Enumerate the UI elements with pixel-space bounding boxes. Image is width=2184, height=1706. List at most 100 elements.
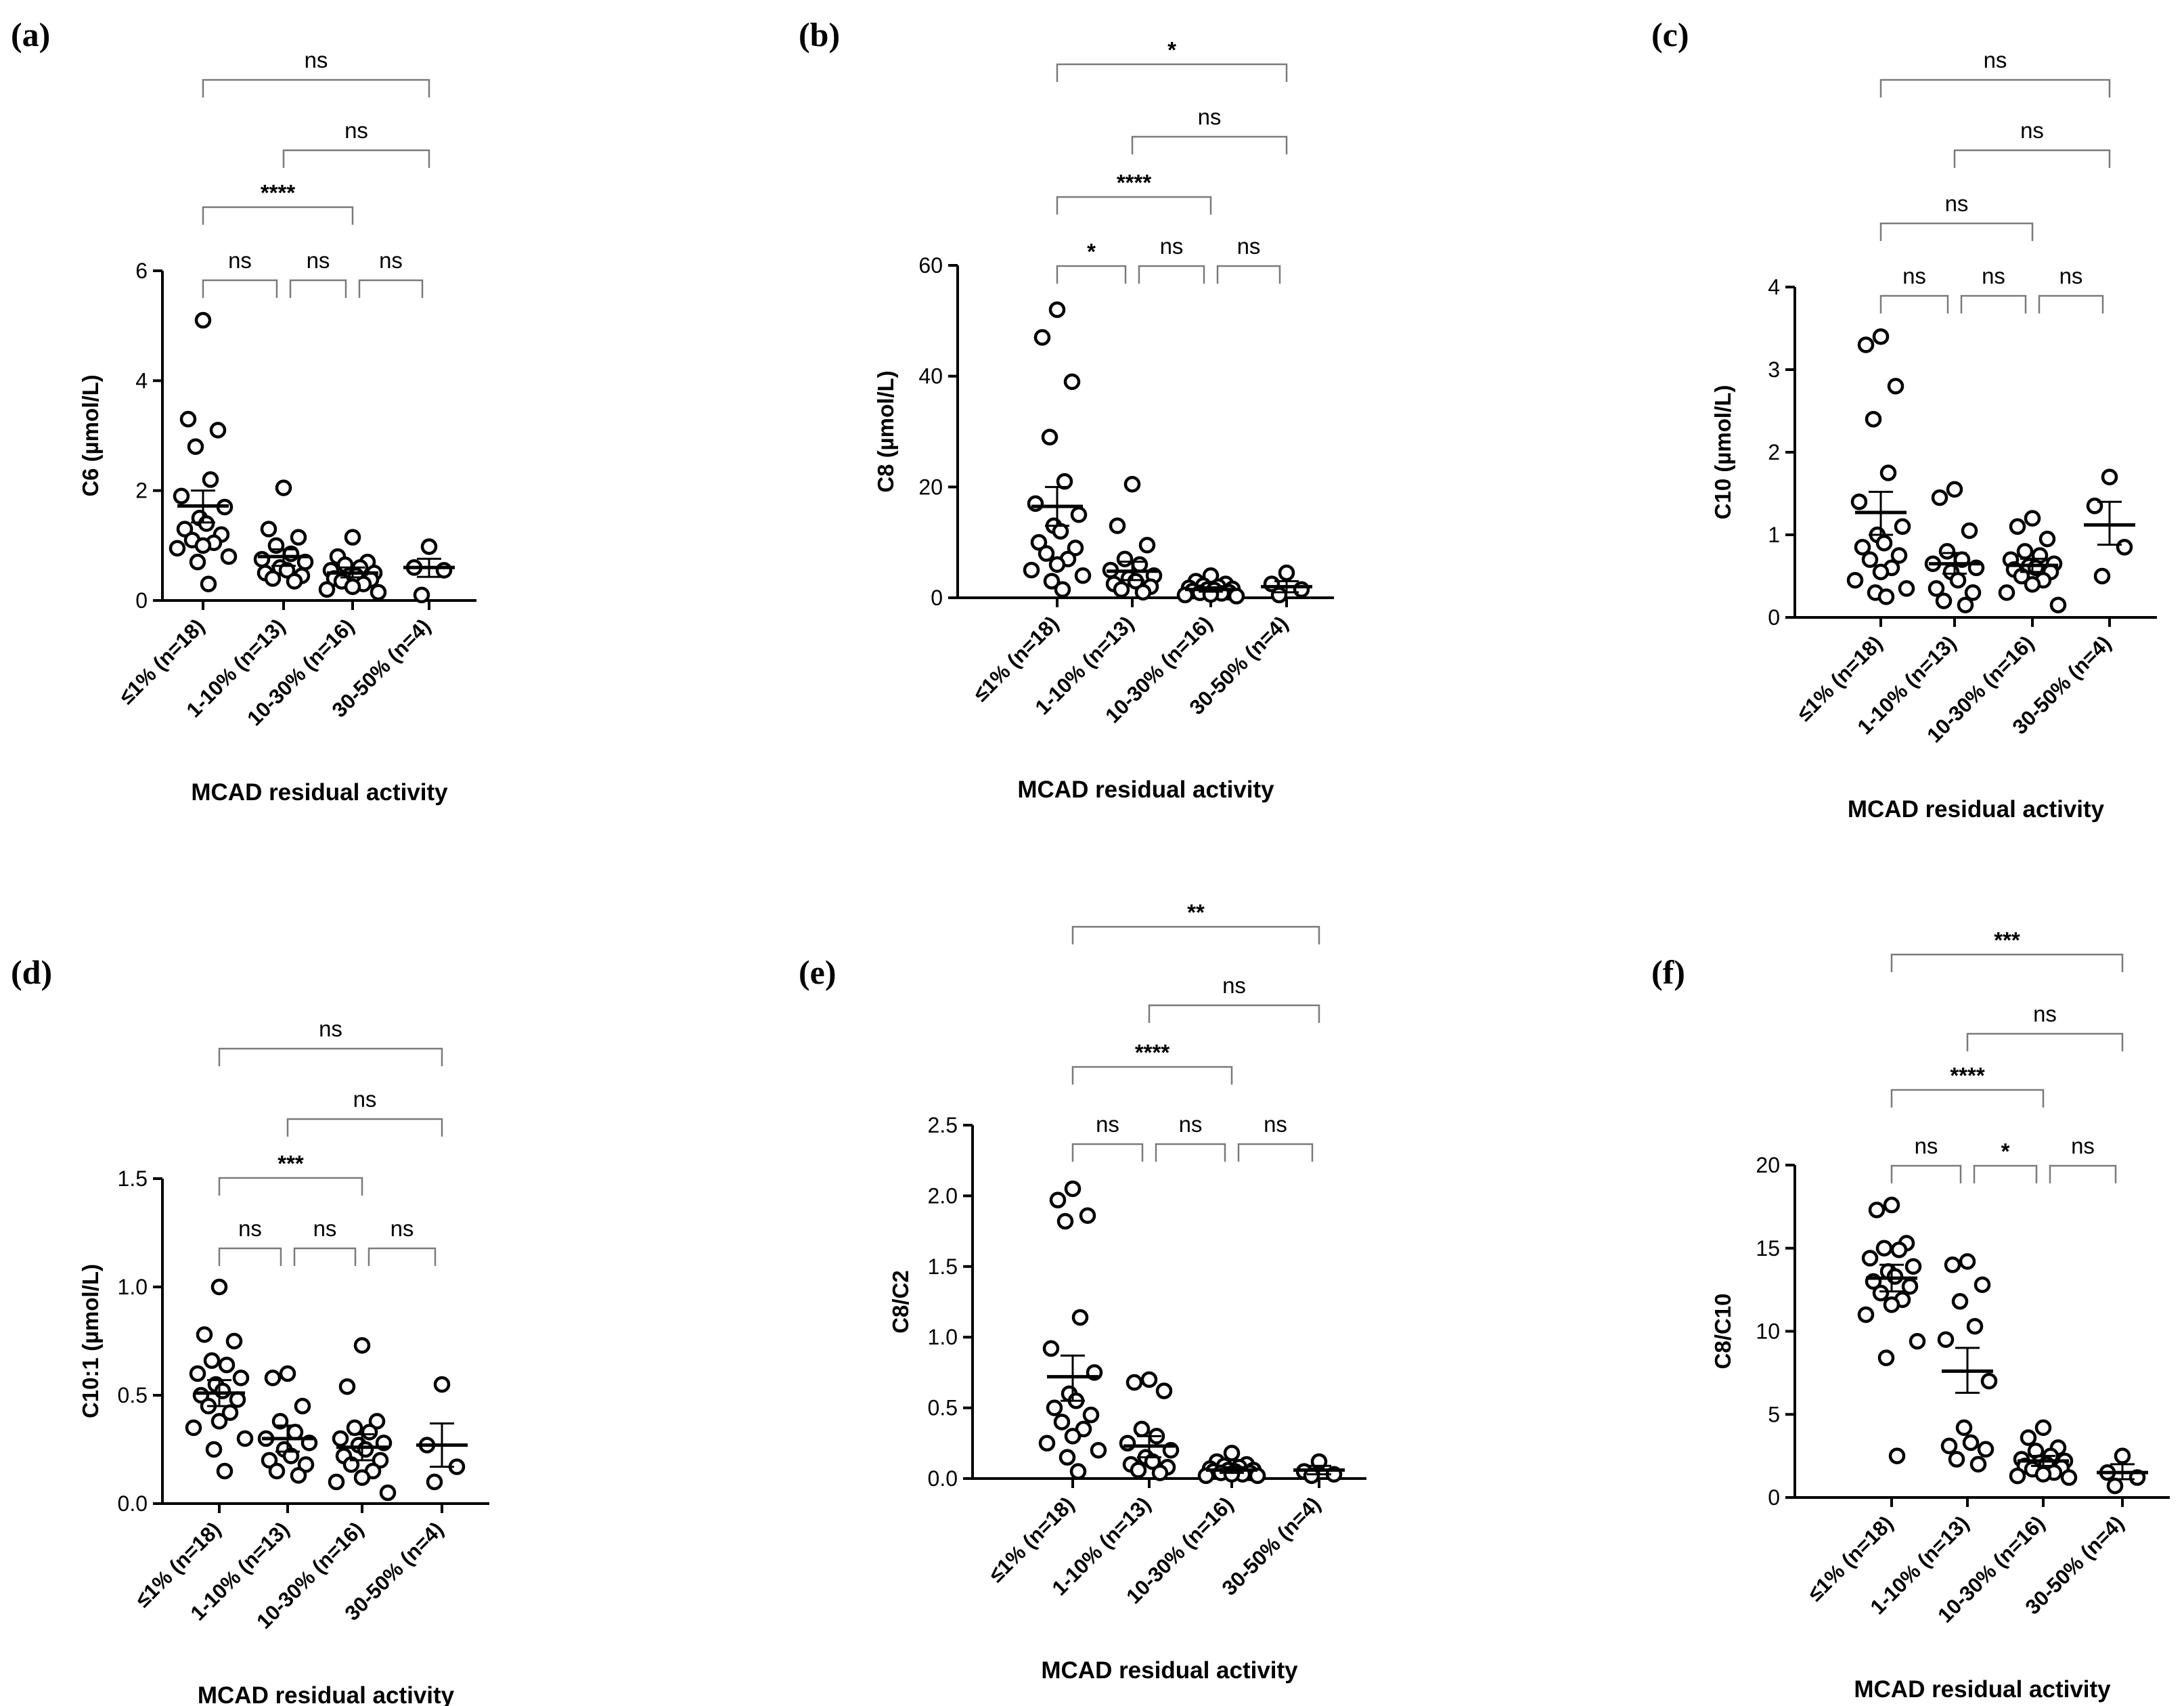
data-point xyxy=(1046,1399,1063,1416)
data-point xyxy=(1056,473,1073,490)
data-point xyxy=(1053,1414,1071,1430)
data-point xyxy=(1909,1332,1926,1350)
x-axis-title: MCAD residual activity xyxy=(1041,1657,1298,1684)
y-axis-label: C6 (µmol/L) xyxy=(78,374,103,496)
data-point xyxy=(1901,1277,1919,1295)
data-point xyxy=(264,1370,282,1386)
y-tick-label: 1.5 xyxy=(928,1254,958,1279)
significance-label: **** xyxy=(261,180,296,205)
data-point xyxy=(2020,1429,2037,1446)
significance-bracket xyxy=(367,1247,437,1266)
data-point xyxy=(338,1378,356,1395)
data-point xyxy=(1964,584,1982,601)
data-point xyxy=(1054,581,1071,598)
data-point xyxy=(370,584,387,601)
data-point xyxy=(344,529,361,546)
significance-label: ns xyxy=(1160,234,1184,259)
data-point xyxy=(1027,495,1044,512)
data-point xyxy=(264,570,282,587)
data-point xyxy=(1138,537,1156,554)
data-point xyxy=(1228,588,1245,605)
y-axis-label: C10:1 (µmol/L) xyxy=(78,1264,103,1418)
data-point xyxy=(297,1456,315,1473)
significance-bracket xyxy=(1071,1143,1144,1162)
data-point xyxy=(290,529,307,546)
data-point xyxy=(196,1326,213,1343)
significance-bracket xyxy=(2049,1164,2117,1183)
data-point xyxy=(1898,580,1915,597)
data-point xyxy=(2016,543,2034,560)
data-point xyxy=(198,515,215,532)
data-point xyxy=(1980,1372,1998,1390)
significance-bracket xyxy=(1879,79,2111,97)
data-point xyxy=(1946,481,1963,498)
data-point xyxy=(1030,533,1048,551)
data-point xyxy=(1955,1419,1973,1437)
y-tick-label: 20 xyxy=(918,475,943,499)
data-point xyxy=(2034,1466,2052,1483)
data-point xyxy=(420,538,438,555)
data-point xyxy=(1043,573,1061,590)
data-point xyxy=(1134,584,1152,601)
significance-label: ns xyxy=(1179,1112,1203,1137)
significance-label: * xyxy=(1167,37,1176,62)
y-tick-label: 60 xyxy=(918,253,943,278)
data-point xyxy=(253,550,271,568)
panel-letter: (b) xyxy=(799,16,840,53)
data-point xyxy=(1961,522,1978,540)
significance-bracket xyxy=(218,1047,443,1066)
data-point xyxy=(1063,373,1081,391)
data-point xyxy=(1887,378,1904,395)
data-point xyxy=(1888,1447,1906,1464)
panel-e: (e)0.00.51.01.52.02.5≤1% (n=18)1-10% (n=… xyxy=(799,900,1366,1684)
significance-label: ns xyxy=(319,1016,342,1041)
data-point xyxy=(2060,1469,2078,1486)
x-axis-title: MCAD residual activity xyxy=(1017,777,1274,803)
y-tick-label: 0.0 xyxy=(118,1491,148,1516)
significance-bracket xyxy=(1155,1143,1226,1162)
data-point xyxy=(1883,1196,1900,1214)
significance-bracket xyxy=(289,279,347,298)
x-axis-title: MCAD residual activity xyxy=(1854,1676,2111,1703)
data-point xyxy=(2116,539,2133,556)
data-point xyxy=(209,422,227,439)
y-tick-label: 40 xyxy=(918,364,943,389)
data-point xyxy=(1074,567,1092,584)
significance-label: ns xyxy=(2071,1133,2095,1158)
data-point xyxy=(1064,1428,1082,1445)
data-point xyxy=(268,1462,286,1480)
data-point xyxy=(1223,1445,1241,1462)
data-point xyxy=(357,1441,374,1458)
data-point xyxy=(210,1413,228,1430)
data-point xyxy=(179,410,197,428)
y-tick-label: 20 xyxy=(1756,1153,1780,1177)
data-point xyxy=(279,1365,296,1382)
y-tick-label: 0.5 xyxy=(928,1396,958,1420)
data-point xyxy=(1894,518,1911,535)
significance-label: *** xyxy=(1994,927,2020,953)
data-point xyxy=(189,553,206,571)
significance-bracket xyxy=(218,1177,363,1196)
data-point xyxy=(1861,551,1879,568)
significance-bracket xyxy=(218,1247,282,1266)
data-point xyxy=(1872,563,1890,581)
data-point xyxy=(1969,1456,1987,1473)
data-point xyxy=(1857,1306,1875,1324)
data-point xyxy=(2009,518,2026,535)
y-tick-label: 4 xyxy=(1768,275,1780,299)
data-point xyxy=(1064,1180,1082,1198)
data-point xyxy=(379,1484,397,1502)
data-point xyxy=(353,1469,371,1486)
data-point xyxy=(1155,1382,1173,1399)
significance-bracket xyxy=(293,1247,357,1266)
data-point xyxy=(1868,1202,1886,1219)
significance-bracket xyxy=(2038,294,2104,313)
data-point xyxy=(1113,581,1130,598)
significance-label: **** xyxy=(1135,1040,1170,1065)
data-point xyxy=(194,537,212,554)
data-point xyxy=(1023,561,1040,579)
significance-bracket xyxy=(202,279,278,298)
